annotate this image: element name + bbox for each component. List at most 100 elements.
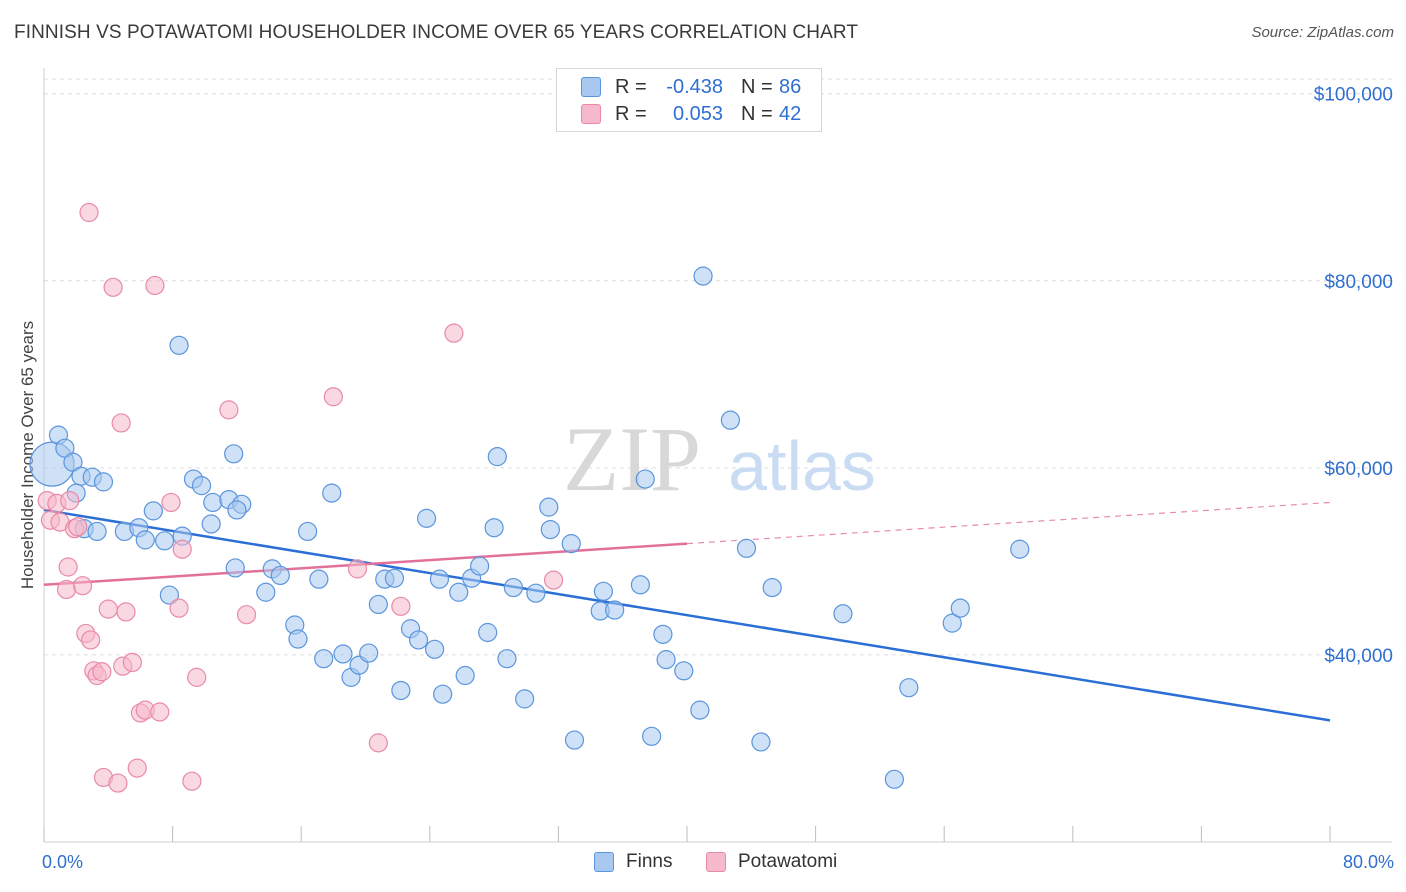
data-point	[433, 684, 453, 704]
data-point	[60, 490, 80, 511]
correlation-legend: R = -0.438 N = 86 R = 0.053 N = 42	[556, 68, 822, 132]
data-point	[635, 469, 655, 489]
r-value: -0.438	[666, 75, 723, 98]
data-point	[653, 624, 673, 644]
data-point	[270, 565, 290, 586]
data-point	[497, 649, 517, 669]
data-point	[425, 639, 445, 659]
data-point	[92, 662, 112, 682]
data-point	[93, 472, 114, 492]
potawatomi-legend-swatch	[706, 852, 726, 872]
data-point	[384, 568, 405, 588]
data-point	[391, 680, 411, 701]
data-point	[98, 599, 118, 619]
data-point	[81, 630, 101, 650]
data-point	[1010, 539, 1030, 559]
data-point	[122, 652, 143, 673]
source-label: Source: ZipAtlas.com	[1251, 24, 1394, 41]
data-point	[314, 649, 334, 669]
data-point	[182, 771, 202, 791]
data-point	[751, 732, 771, 752]
data-point	[56, 579, 77, 600]
data-point	[79, 202, 99, 223]
data-point	[333, 644, 353, 664]
data-point	[154, 531, 175, 551]
data-point	[526, 583, 546, 603]
data-point	[309, 569, 329, 589]
y-tick-label: $60,000	[1324, 459, 1393, 480]
data-point	[227, 500, 247, 520]
data-point	[203, 492, 223, 513]
data-point	[942, 613, 962, 633]
data-point	[169, 598, 189, 618]
data-point	[408, 630, 429, 650]
n-value: 42	[779, 102, 802, 125]
finns-swatch	[581, 77, 601, 97]
finns-legend-label: Finns	[626, 851, 673, 872]
n-value: 86	[779, 75, 802, 98]
chart-title: FINNISH VS POTAWATOMI HOUSEHOLDER INCOME…	[14, 22, 859, 43]
x-axis-max-label: 80.0%	[1342, 852, 1394, 872]
data-point	[674, 661, 694, 681]
data-point	[690, 700, 710, 720]
data-point	[540, 519, 560, 540]
data-point	[169, 335, 189, 355]
data-point	[593, 581, 614, 601]
data-point	[111, 413, 131, 433]
data-point	[161, 492, 181, 513]
data-point	[68, 517, 88, 537]
potawatomi-swatch	[581, 104, 601, 124]
data-point	[416, 508, 437, 528]
finns-legend-swatch	[594, 852, 614, 872]
data-point	[539, 497, 559, 517]
r-label: R =	[615, 75, 647, 98]
y-tick-label: $80,000	[1324, 272, 1393, 293]
data-point	[224, 444, 244, 464]
watermark-atlas: atlas	[728, 427, 876, 505]
n-label: N =	[741, 102, 773, 125]
gridlines	[44, 78, 1392, 656]
data-point	[444, 323, 464, 343]
data-point	[833, 604, 853, 624]
data-point	[159, 585, 179, 605]
data-point	[187, 667, 207, 687]
y-tick-label: $100,000	[1314, 85, 1393, 106]
data-point	[884, 769, 904, 789]
data-point	[322, 483, 342, 503]
data-point	[298, 521, 318, 542]
data-point	[515, 689, 535, 709]
data-point	[630, 575, 650, 595]
data-point	[347, 559, 368, 579]
legend-item-potawatomi[interactable]: Potawatomi	[706, 851, 837, 873]
data-point	[605, 600, 625, 620]
y-tick-labels: $40,000 $60,000 $80,000 $100,000	[1314, 85, 1393, 667]
data-point	[359, 643, 379, 663]
data-point	[449, 582, 469, 602]
data-point	[87, 521, 107, 542]
data-point	[899, 678, 919, 698]
data-point	[72, 576, 93, 596]
legend-item-finns[interactable]: Finns	[594, 851, 672, 873]
data-point	[470, 556, 490, 576]
data-point	[135, 530, 155, 550]
data-point	[950, 598, 970, 618]
data-point	[656, 650, 676, 670]
data-point	[225, 558, 245, 578]
data-point	[368, 594, 388, 615]
x-axis-min-label: 0.0%	[42, 852, 84, 872]
n-label: N =	[741, 75, 773, 98]
axes	[43, 68, 1392, 843]
data-point	[543, 570, 564, 590]
data-point	[693, 266, 713, 286]
legend-row-potawatomi: R = 0.053 N = 42	[581, 101, 801, 127]
data-point	[478, 622, 498, 643]
data-point	[487, 447, 507, 467]
data-point	[143, 501, 163, 521]
legend-row-finns: R = -0.438 N = 86	[581, 74, 801, 100]
data-point	[201, 514, 221, 534]
potawatomi-legend-label: Potawatomi	[738, 851, 838, 872]
data-point	[484, 518, 504, 538]
data-point	[145, 275, 165, 296]
data-point	[642, 726, 662, 746]
